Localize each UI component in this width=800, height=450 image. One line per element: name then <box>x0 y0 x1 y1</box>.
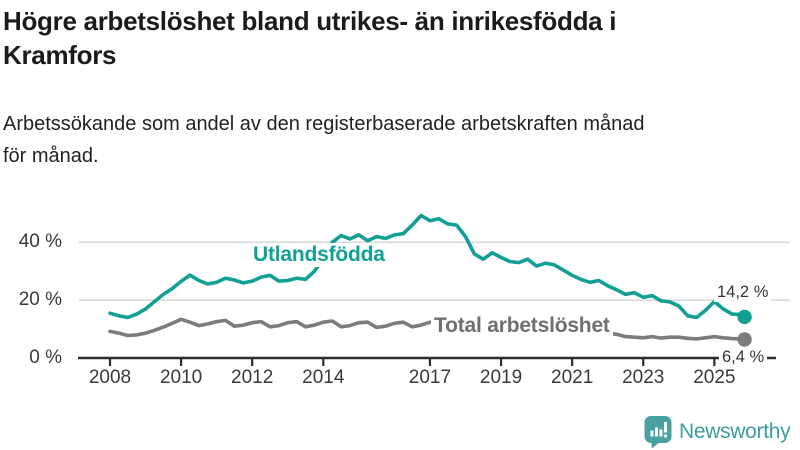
x-tick-label-2017: 2017 <box>408 367 452 388</box>
series-line-total <box>108 317 747 342</box>
newsworthy-brand-name: Newsworthy <box>679 420 791 443</box>
title-line-2: Kramfors <box>3 40 117 70</box>
x-tick-label-2008: 2008 <box>88 367 132 388</box>
series-line-utlandsfodda <box>108 213 747 320</box>
x-tick-label-2010: 2010 <box>159 367 203 388</box>
series-label-total-arbetsloshet: Total arbetslöshet <box>431 314 613 338</box>
x-tick-label-2012: 2012 <box>231 367 274 388</box>
y-tick-label-0: 0 % <box>29 347 62 368</box>
end-value-label-utlandsfodda: 14,2 % <box>714 282 772 302</box>
newsworthy-logo[interactable]: Newsworthy <box>644 415 791 449</box>
y-tick-label-40: 40 % <box>18 231 62 253</box>
newsworthy-logo-icon <box>644 416 672 449</box>
end-value-label-total: 6,4 % <box>719 347 768 367</box>
x-tick-label-2021: 2021 <box>551 367 594 388</box>
chart-subtitle: Arbetssökande som andel av den registerb… <box>3 108 793 172</box>
x-tick-label-2014: 2014 <box>302 367 345 388</box>
end-dot-utlandsfodda <box>737 309 752 325</box>
series-label-utlandsfodda: Utlandsfödda <box>250 243 388 267</box>
page-title: Högre arbetslöshet bland utrikes- än inr… <box>3 4 783 72</box>
x-tick-label-2019: 2019 <box>479 367 523 388</box>
subtitle-line-2: för månad. <box>3 145 99 167</box>
x-tick-label-2023: 2023 <box>622 367 665 388</box>
title-line-1: Högre arbetslöshet bland utrikes- än inr… <box>3 6 617 36</box>
subtitle-line-1: Arbetssökande som andel av den registerb… <box>3 113 645 135</box>
y-tick-label-20: 20 % <box>18 289 62 311</box>
x-tick-label-2025: 2025 <box>693 367 736 388</box>
end-dot-total <box>737 332 752 347</box>
